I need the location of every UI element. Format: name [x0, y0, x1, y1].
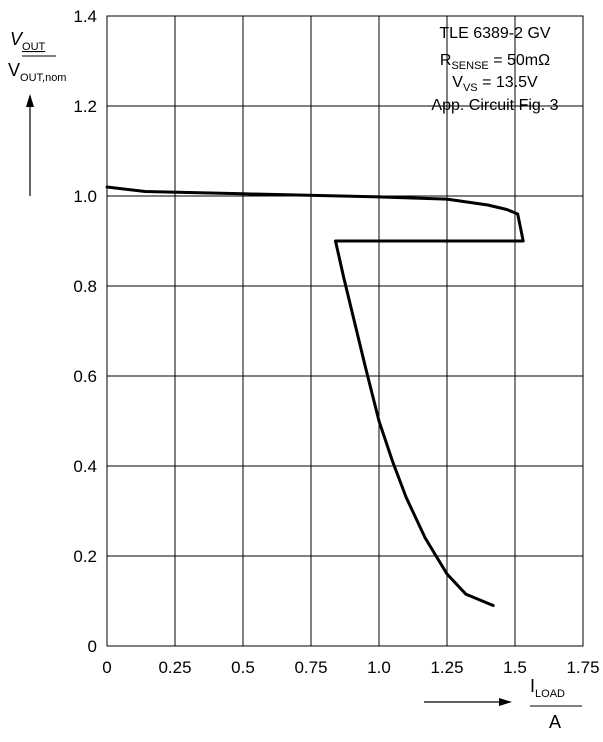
annotation-line-2-symbol: R — [440, 52, 452, 69]
annotation-line-2-subscript: SENSE — [451, 60, 488, 72]
x-axis-title: ILOAD A — [424, 676, 582, 732]
annotation-line-2: RSENSE = 50mΩ — [440, 52, 550, 72]
annotation: TLE 6389-2 GV RSENSE = 50mΩ VVS = 13.5V … — [431, 25, 558, 114]
x-tick-label: 1.0 — [367, 658, 391, 677]
annotation-line-3: VVS = 13.5V — [452, 74, 538, 94]
y-tick-label: 0.8 — [73, 277, 97, 296]
series-group — [105, 185, 525, 607]
y-axis-title-denominator: VOUT,nom — [8, 60, 66, 84]
x-tick-label: 0.25 — [158, 658, 191, 677]
x-tick-label: 0 — [102, 658, 111, 677]
y-tick-label: 1.4 — [73, 7, 97, 26]
y-tick-label: 1.2 — [73, 97, 97, 116]
x-tick-label: 1.5 — [503, 658, 527, 677]
y-tick-label: 0.4 — [73, 457, 97, 476]
y-axis-numerator-symbol: V — [10, 29, 24, 49]
y-tick-label: 0.6 — [73, 367, 97, 386]
y-axis-title-numerator: VOUT — [10, 29, 46, 53]
annotation-line-3-symbol: V — [452, 74, 463, 91]
y-tick-labels: 0 0.2 0.4 0.6 0.8 1.0 1.2 1.4 — [73, 7, 97, 656]
axis-frame — [106, 15, 584, 647]
x-tick-labels: 0 0.25 0.5 0.75 1.0 1.25 1.5 1.75 — [102, 658, 599, 677]
y-axis-denominator-subscript: OUT,nom — [20, 72, 66, 84]
x-tick-label: 1.75 — [566, 658, 599, 677]
annotation-line-3-subscript: VS — [463, 82, 478, 94]
plot-frame — [106, 15, 584, 647]
y-tick-label: 0.2 — [73, 547, 97, 566]
y-axis-denominator-symbol: V — [8, 60, 20, 80]
x-tick-label: 1.25 — [430, 658, 463, 677]
y-tick-label: 1.0 — [73, 187, 97, 206]
annotation-line-4: App. Circuit Fig. 3 — [431, 97, 558, 114]
annotation-line-3-value: = 13.5V — [478, 74, 538, 91]
x-axis-arrow-head — [499, 698, 512, 706]
x-axis-title-numerator: ILOAD — [530, 676, 565, 700]
x-axis-unit: A — [549, 712, 561, 732]
x-axis-symbol: I — [530, 676, 535, 696]
annotation-line-1: TLE 6389-2 GV — [439, 25, 551, 42]
series-line — [105, 185, 525, 607]
x-axis-subscript: LOAD — [535, 688, 565, 700]
y-axis-arrow-head — [26, 94, 34, 107]
y-axis-title: VOUT VOUT,nom — [8, 29, 66, 196]
y-tick-label: 0 — [88, 637, 97, 656]
y-axis-numerator-subscript: OUT — [22, 41, 46, 53]
x-tick-label: 0.5 — [231, 658, 255, 677]
annotation-line-2-value: = 50mΩ — [489, 52, 550, 69]
grid — [107, 16, 583, 646]
x-tick-label: 0.75 — [294, 658, 327, 677]
